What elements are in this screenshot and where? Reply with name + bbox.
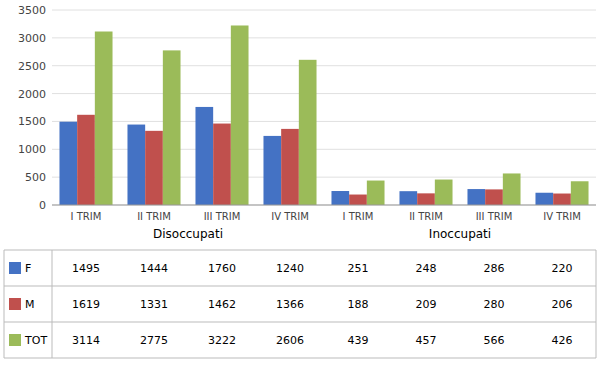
bar [299,60,317,205]
y-tick-label: 0 [39,199,46,212]
x-tick-label: IV TRIM [271,211,309,222]
table-value: 220 [552,262,573,275]
x-axis-line [52,205,596,206]
bars [59,25,588,205]
bar [417,193,435,205]
bar [145,131,163,205]
table-value: 1760 [208,262,236,275]
bar [95,32,113,205]
y-tick-label: 3500 [18,4,46,17]
table-value: 1619 [72,298,100,311]
table-value: 3222 [208,334,236,347]
bar [553,194,571,205]
table-border [4,286,596,287]
table-value: 2775 [140,334,168,347]
table-value: 566 [484,334,505,347]
bar [535,193,553,205]
bar [349,195,367,205]
table-value: 209 [416,298,437,311]
bar [503,173,521,205]
table-border [4,250,5,358]
chart: 0 500 1000 1500 2000 2500 3000 3500 I TRIM II TRI… [0,0,604,370]
legend-swatch [9,262,21,274]
table-value: 426 [552,334,573,347]
table-value: 1495 [72,262,100,275]
bar [571,181,589,205]
bar [127,125,145,205]
table-value: 1240 [276,262,304,275]
table-value: 1331 [140,298,168,311]
grid-line [52,121,596,122]
y-tick-label: 2500 [18,60,46,73]
table-value: 439 [348,334,369,347]
data-table: F 1495 1444 1760 1240 251 248 286 220 M 1619 1331 14… [4,250,596,358]
table-value: 3114 [72,334,100,347]
bar [281,129,299,205]
x-tick-label: III TRIM [476,211,513,222]
table-border [4,250,596,251]
table-value: 286 [484,262,505,275]
legend-swatch [9,298,21,310]
bar [331,191,349,205]
bar [213,124,231,205]
x-tick-label: II TRIM [137,211,171,222]
x-tick-label: I TRIM [343,211,374,222]
table-border [4,322,596,323]
table-border [4,358,596,359]
table-value: 1366 [276,298,304,311]
bar [467,189,485,205]
bar [367,181,385,205]
grid-line [52,205,596,206]
grid-line [52,10,596,11]
x-tick-label: I TRIM [71,211,102,222]
y-tick-label: 500 [25,171,46,184]
y-tick-label: 1000 [18,143,46,156]
bar [195,107,213,205]
table-value: 206 [552,298,573,311]
table-value: 251 [348,262,369,275]
y-tick-label: 2000 [18,88,46,101]
table-border [596,250,597,358]
y-axis: 0 500 1000 1500 2000 2500 3000 3500 [18,4,596,212]
legend-label: F [25,262,31,275]
bar [435,180,453,205]
group-label: Disoccupati [153,227,223,241]
grid-line [52,65,596,66]
bar [77,115,95,205]
bar [485,189,503,205]
table-value: 1462 [208,298,236,311]
y-tick-label: 1500 [18,115,46,128]
grid-line [52,93,596,94]
bar [59,122,77,205]
table-value: 248 [416,262,437,275]
table-value: 1444 [140,262,168,275]
y-tick-label: 3000 [18,32,46,45]
bar [163,50,181,205]
table-value: 457 [416,334,437,347]
group-label: Inoccupati [429,227,491,241]
legend-label: TOT [24,334,47,347]
bar [231,25,249,205]
x-axis: I TRIM II TRIM III TRIM IV TRIM I TRIM II TRI… [71,211,581,222]
x-tick-label: III TRIM [204,211,241,222]
bar [263,136,281,205]
x-tick-label: II TRIM [409,211,443,222]
table-value: 188 [348,298,369,311]
legend-label: M [25,298,35,311]
table-border [52,250,53,358]
table-value: 2606 [276,334,304,347]
x-tick-label: IV TRIM [543,211,581,222]
legend-swatch [9,334,21,346]
table-value: 280 [484,298,505,311]
grid-line [52,37,596,38]
bar [399,191,417,205]
